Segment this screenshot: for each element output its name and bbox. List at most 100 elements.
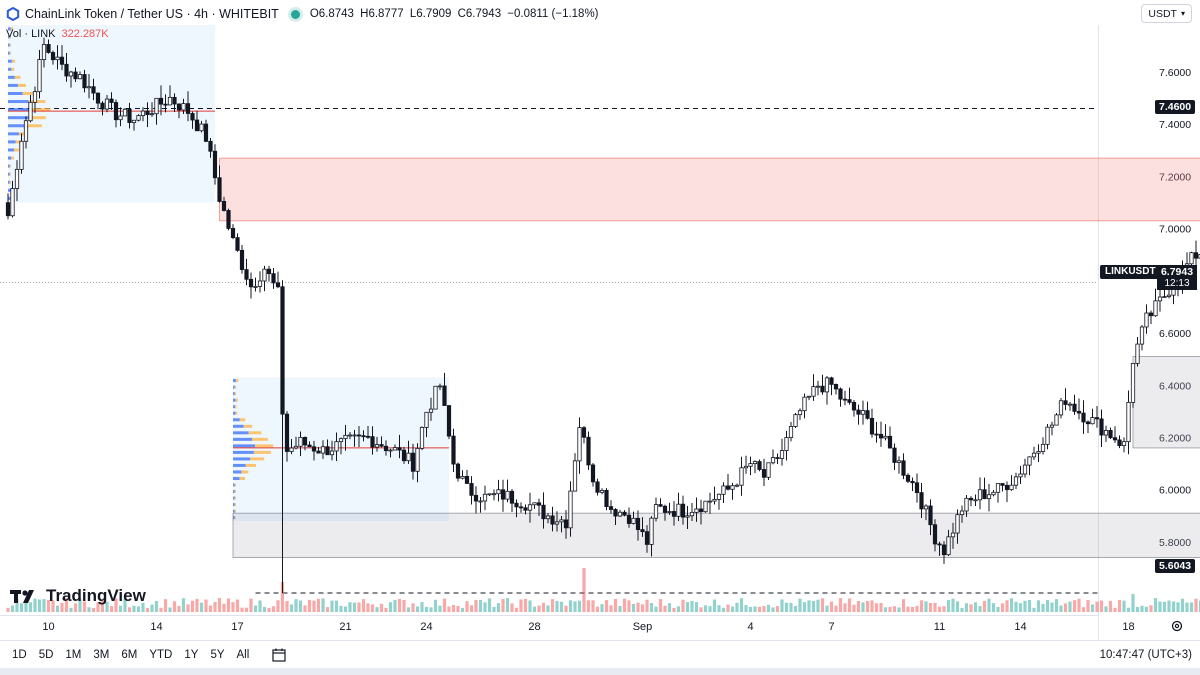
candle-up (1090, 417, 1095, 425)
candle-down (586, 436, 591, 466)
volume-bar (789, 602, 793, 612)
chevron-down-icon: ▾ (1180, 9, 1185, 18)
candle-up (527, 504, 533, 511)
y-tick-label: 6.2000 (1159, 432, 1191, 444)
volume-profile-bar (235, 411, 238, 415)
candle-down (1108, 429, 1113, 439)
volume-bar (820, 598, 825, 612)
timeframe-6m[interactable]: 6M (121, 648, 138, 661)
timeframe-1m[interactable]: 1M (65, 648, 82, 661)
currency-selector[interactable]: USDT ▾ (1141, 4, 1192, 23)
volume-profile-bar (18, 132, 28, 136)
candle-up (487, 493, 492, 496)
candle-down (820, 385, 825, 393)
candle-down (851, 401, 857, 411)
candle-down (190, 113, 195, 121)
volume-bar (199, 602, 204, 612)
volume-bar (1009, 598, 1014, 612)
timeframe-1y[interactable]: 1Y (184, 648, 199, 661)
candle-down (248, 278, 254, 288)
timeframe-all[interactable]: All (236, 648, 250, 661)
volume-bar (334, 600, 339, 612)
symbol-title[interactable]: ChainLink Token / Tether US · 4h · WHITE… (25, 7, 279, 21)
candle-down (644, 531, 650, 545)
volume-bar (321, 598, 325, 612)
volume-profile-bar (248, 431, 262, 435)
price-tag-high-level[interactable]: 7.4600 (1155, 100, 1196, 114)
volume-profile-bar (8, 196, 11, 200)
last-price-tag: 6.7943 (1157, 265, 1197, 279)
candle-up (568, 490, 573, 529)
volume-bar (1189, 602, 1194, 612)
volume-bar (136, 606, 141, 612)
volume-bar (154, 601, 159, 612)
timeframe-ytd[interactable]: YTD (149, 648, 173, 661)
candle-up (460, 475, 465, 479)
candle-up (770, 457, 776, 464)
volume-bar (451, 605, 456, 612)
volume-profile-bar (8, 83, 18, 87)
date-range-icon[interactable] (271, 647, 287, 663)
candle-down (244, 269, 249, 280)
volume-profile-bar (11, 156, 14, 160)
candle-down (662, 505, 668, 513)
candle-down (401, 449, 407, 462)
clock[interactable]: 10:47:47 (UTC+3) (1099, 648, 1192, 661)
candle-up (815, 385, 821, 388)
candle-down (172, 96, 177, 105)
candle-down (1193, 252, 1199, 259)
volume-bar (906, 606, 910, 612)
candle-up (181, 103, 186, 111)
candle-down (280, 286, 285, 415)
candle-up (806, 395, 812, 398)
volume-bar (276, 600, 280, 612)
timeframe-5y[interactable]: 5Y (210, 648, 225, 661)
timeframe-5d[interactable]: 5D (38, 648, 54, 661)
candle-down (316, 450, 321, 454)
volume-bar (330, 600, 334, 612)
candle-up (959, 510, 965, 516)
gear-icon[interactable] (1170, 619, 1184, 633)
volume-bar (492, 606, 496, 612)
volume-bar (933, 602, 937, 612)
volume-bar (942, 606, 946, 612)
volume-bar (1194, 598, 1198, 612)
candle-down (914, 482, 920, 493)
volume-bar (726, 604, 730, 612)
candle-up (55, 56, 60, 61)
candle-up (779, 450, 785, 459)
volume-profile-bar (8, 156, 12, 160)
timeframe-3m[interactable]: 3M (93, 648, 110, 661)
volume-bar (780, 599, 784, 612)
volume-profile-bar (8, 59, 12, 63)
volume-bar (964, 603, 969, 612)
volume-bar (379, 603, 384, 612)
candle-up (946, 536, 951, 556)
price-tag-low-level[interactable]: 5.6043 (1155, 559, 1196, 573)
candle-down (446, 405, 452, 437)
volume-bar (604, 600, 609, 612)
candle-down (311, 446, 317, 452)
volume-profile-bar (8, 132, 19, 136)
candle-down (905, 474, 911, 482)
volume-bar (361, 599, 366, 612)
volume-profile-bar (250, 457, 265, 461)
candle-down (50, 52, 56, 61)
volume-bar (870, 600, 874, 612)
volume-profile-bar (8, 100, 29, 104)
candle-up (860, 410, 866, 415)
volume-bar (1162, 601, 1167, 612)
candle-up (1103, 429, 1109, 436)
candle-down (775, 457, 780, 459)
candle-down (127, 108, 132, 123)
candle-up (995, 483, 1001, 493)
volume-label[interactable]: Vol · LINK (6, 28, 56, 40)
volume-bar (766, 604, 771, 612)
timeframe-1d[interactable]: 1D (12, 648, 27, 661)
volume-bar (978, 606, 982, 612)
candle-down (208, 140, 213, 152)
volume-profile-bar (15, 140, 22, 144)
demand-zone (232, 512, 1200, 558)
tradingview-logo[interactable]: TradingView (10, 586, 146, 606)
